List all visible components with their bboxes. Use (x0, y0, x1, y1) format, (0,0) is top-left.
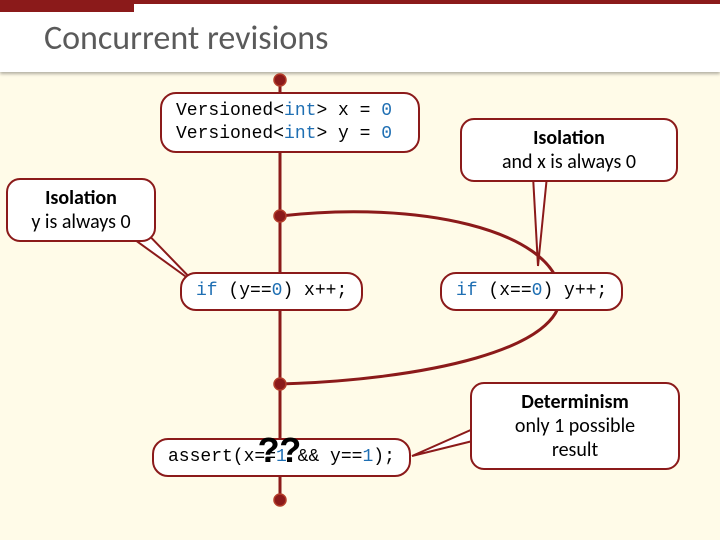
callout-text: y is always 0 (31, 210, 130, 234)
title-accent-strip (0, 4, 134, 12)
code-box-declarations: Versioned<int> x = 0 Versioned<int> y = … (160, 92, 420, 153)
callout-isolation-left: Isolation y is always 0 (6, 178, 156, 242)
callout-isolation-right: Isolation and x is always 0 (460, 118, 678, 182)
title-bar: Concurrent revisions (0, 0, 720, 72)
callout-bold: Determinism (521, 390, 628, 414)
code-box-branch-right: if (x==0) y++; (440, 272, 623, 311)
callout-text: and x is always 0 (502, 150, 636, 174)
callout-determinism: Determinism only 1 possible result (470, 382, 680, 470)
callout-bold: Isolation (533, 126, 605, 150)
code-box-branch-left: if (y==0) x++; (180, 272, 363, 311)
question-marks: ?? (258, 432, 301, 473)
callout-text: only 1 possible (515, 414, 635, 438)
callout-bold: Isolation (45, 186, 117, 210)
callout-text: result (552, 438, 598, 462)
page-title: Concurrent revisions (44, 18, 328, 59)
